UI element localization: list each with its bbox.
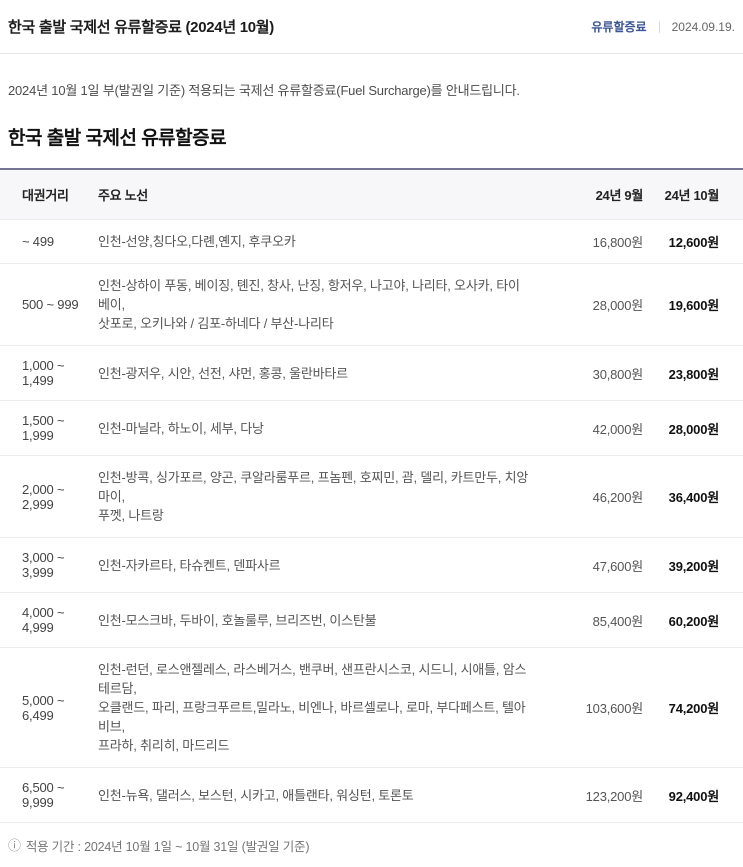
september-price-cell: 47,600원 [547,537,643,593]
october-price-cell: 92,400원 [643,767,743,823]
september-price-cell: 28,000원 [547,263,643,346]
distance-cell: ~ 499 [0,219,98,264]
table-row: 4,000 ~ 4,999 인천-모스크바, 두바이, 호놀룰루, 브리즈번, … [0,592,743,648]
table-row: 6,500 ~ 9,999 인천-뉴욕, 댈러스, 보스턴, 시카고, 애틀랜타… [0,767,743,823]
september-price-cell: 85,400원 [547,592,643,648]
table-row: ~ 499 인천-선양,칭다오,다롄,옌지, 후쿠오카 16,800원 12,6… [0,219,743,264]
footer-note-text: 적용 기간 : 2024년 10월 1일 ~ 10월 31일 (발권일 기준) [25,840,310,854]
col-header-october: 24년 10월 [643,169,743,220]
table-row: 1,000 ~ 1,499 인천-광저우, 시안, 선전, 샤먼, 홍콩, 울란… [0,345,743,401]
routes-cell: 인천-뉴욕, 댈러스, 보스턴, 시카고, 애틀랜타, 워싱턴, 토론토 [98,767,547,823]
routes-cell: 인천-상하이 푸동, 베이징, 톈진, 창사, 난징, 항저우, 나고야, 나리… [98,263,547,346]
september-price-cell: 46,200원 [547,455,643,538]
october-price-cell: 74,200원 [643,647,743,768]
september-price-cell: 103,600원 [547,647,643,768]
distance-cell: 500 ~ 999 [0,263,98,346]
routes-cell: 인천-광저우, 시안, 선전, 샤먼, 홍콩, 울란바타르 [98,345,547,401]
september-price-cell: 16,800원 [547,219,643,264]
meta-divider [658,20,660,33]
table-row: 3,000 ~ 3,999 인천-자카르타, 타슈켄트, 덴파사르 47,600… [0,537,743,593]
distance-cell: 3,000 ~ 3,999 [0,537,98,593]
table-row: 5,000 ~ 6,499 인천-런던, 로스앤젤레스, 라스베거스, 밴쿠버,… [0,647,743,768]
september-price-cell: 123,200원 [547,767,643,823]
october-price-cell: 12,600원 [643,219,743,264]
distance-cell: 5,000 ~ 6,499 [0,647,98,768]
distance-cell: 1,500 ~ 1,999 [0,400,98,456]
intro-description: 2024년 10월 1일 부(발권일 기준) 적용되는 국제선 유류할증료(Fu… [8,83,520,98]
distance-cell: 6,500 ~ 9,999 [0,767,98,823]
distance-cell: 4,000 ~ 4,999 [0,592,98,648]
routes-cell: 인천-마닐라, 하노이, 세부, 다낭 [98,400,547,456]
section-title: 한국 출발 국제선 유류할증료 [8,128,227,149]
september-price-cell: 30,800원 [547,345,643,401]
category-link[interactable]: 유류할증료 [591,20,647,34]
october-price-cell: 39,200원 [643,537,743,593]
routes-cell: 인천-런던, 로스앤젤레스, 라스베거스, 밴쿠버, 샌프란시스코, 시드니, … [98,647,547,768]
september-price-cell: 42,000원 [547,400,643,456]
distance-cell: 2,000 ~ 2,999 [0,455,98,538]
october-price-cell: 23,800원 [643,345,743,401]
table-head: 대권거리 주요 노선 24년 9월 24년 10월 [0,169,743,220]
col-header-distance: 대권거리 [0,169,98,220]
routes-cell: 인천-모스크바, 두바이, 호놀룰루, 브리즈번, 이스탄불 [98,592,547,648]
col-header-september: 24년 9월 [547,169,643,220]
october-price-cell: 36,400원 [643,455,743,538]
post-meta: 유류할증료 2024.09.19. [591,18,735,35]
header-row: 대권거리 주요 노선 24년 9월 24년 10월 [0,169,743,220]
distance-cell: 1,000 ~ 1,499 [0,345,98,401]
routes-cell: 인천-선양,칭다오,다롄,옌지, 후쿠오카 [98,219,547,264]
routes-cell: 인천-방콕, 싱가포르, 양곤, 쿠알라룸푸르, 프놈펜, 호찌민, 괌, 델리… [98,455,547,538]
col-header-routes: 주요 노선 [98,169,547,220]
october-price-cell: 28,000원 [643,400,743,456]
october-price-cell: 60,200원 [643,592,743,648]
routes-cell: 인천-자카르타, 타슈켄트, 덴파사르 [98,537,547,593]
table-row: 2,000 ~ 2,999 인천-방콕, 싱가포르, 양곤, 쿠알라룸푸르, 프… [0,455,743,538]
post-date: 2024.09.19. [671,19,735,34]
fuel-table-body: ~ 499 인천-선양,칭다오,다롄,옌지, 후쿠오카 16,800원 12,6… [0,219,743,823]
october-price-cell: 19,600원 [643,263,743,346]
post-header: 한국 출발 국제선 유류할증료 (2024년 10월) 유류할증료 2024.0… [0,0,743,54]
post-title: 한국 출발 국제선 유류할증료 (2024년 10월) [8,19,274,36]
footer-note: ⓘ 적용 기간 : 2024년 10월 1일 ~ 10월 31일 (발권일 기준… [8,836,735,855]
table-row: 1,500 ~ 1,999 인천-마닐라, 하노이, 세부, 다낭 42,000… [0,400,743,456]
table-row: 500 ~ 999 인천-상하이 푸동, 베이징, 톈진, 창사, 난징, 항저… [0,263,743,346]
fuel-surcharge-table: 대권거리 주요 노선 24년 9월 24년 10월 ~ 499 인천-선양,칭다… [0,168,743,823]
info-icon: ⓘ [8,838,21,853]
